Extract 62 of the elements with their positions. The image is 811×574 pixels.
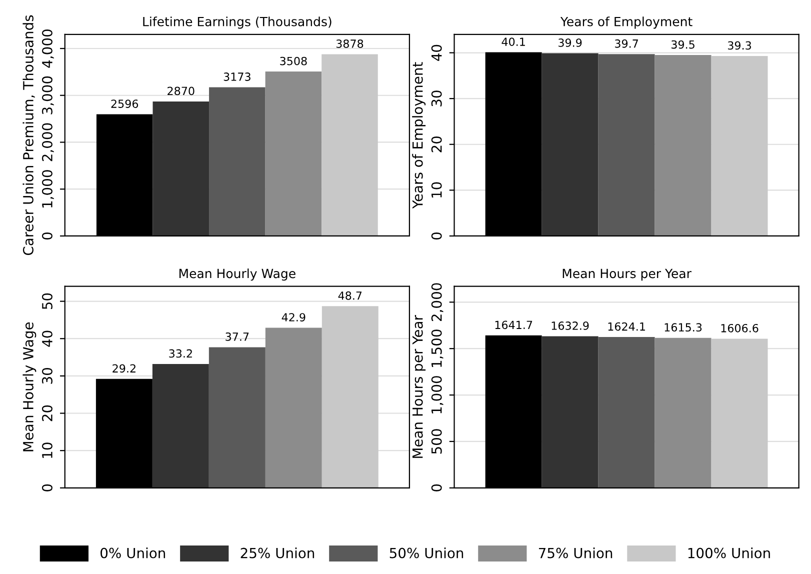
data-label: 2596 [111, 100, 138, 108]
chart-title: Mean Hours per Year [562, 268, 692, 281]
y-axis-title: Mean Hours per Year [412, 315, 426, 458]
bar [152, 364, 209, 488]
y-axis-title: Years of Employment [412, 62, 426, 209]
y-tick-label: 0 [431, 232, 442, 240]
data-label: 1641.7 [495, 320, 532, 330]
y-tick-label: 2,000 [42, 123, 54, 162]
y-tick-label: 2,000 [431, 283, 444, 322]
data-label: 37.7 [226, 332, 249, 341]
y-axis-title: Career Union Premium, Thousands [22, 15, 35, 256]
bar [265, 72, 322, 236]
y-tick-label: 20 [42, 405, 52, 422]
y-tick-label: 40 [431, 44, 442, 61]
y-tick-label: 40 [42, 330, 52, 347]
y-tick-label: 30 [431, 90, 442, 106]
data-label: 3508 [280, 56, 307, 66]
y-tick-label: 10 [42, 442, 52, 458]
data-label: 29.2 [112, 364, 136, 373]
data-label: 33.2 [169, 349, 192, 358]
data-label: 2870 [168, 86, 194, 96]
data-label: 3173 [224, 72, 250, 81]
data-label: 39.7 [615, 39, 638, 48]
data-label: 48.7 [338, 291, 362, 300]
data-label: 3878 [336, 39, 364, 48]
y-tick-label: 0 [42, 484, 52, 492]
y-axis-title: Mean Hourly Wage [22, 322, 36, 452]
y-tick-label: 1,000 [431, 376, 444, 414]
y-tick-label: 500 [431, 429, 442, 454]
data-label: 1632.9 [552, 322, 589, 330]
bar [209, 87, 266, 236]
bar [208, 347, 266, 488]
bar [152, 101, 210, 236]
chart-title: Lifetime Earnings (Thousands) [143, 16, 332, 29]
legend-label: 75% Union [538, 548, 612, 558]
y-tick-label: 3,000 [42, 76, 54, 114]
y-tick-label: 10 [431, 182, 442, 198]
y-tick-label: 50 [42, 293, 52, 310]
chart-title: Mean Hourly Wage [179, 268, 296, 281]
y-tick-label: 30 [42, 368, 52, 384]
data-label: 39.9 [558, 38, 582, 47]
y-tick-label: 4,000 [42, 30, 54, 68]
legend-label: 100% Union [688, 548, 770, 558]
data-label: 1615.3 [664, 323, 702, 332]
bar [322, 54, 378, 236]
legend-label: 50% Union [390, 548, 464, 558]
bar [265, 328, 322, 488]
y-tick-label: 20 [431, 136, 442, 152]
data-label: 39.3 [728, 41, 751, 50]
chart-title: Years of Employment [560, 16, 692, 29]
y-tick-label: 1,000 [42, 170, 54, 208]
bar [322, 306, 378, 488]
y-tick-label: 1,500 [431, 330, 444, 367]
y-tick-label: 0 [431, 484, 442, 492]
data-label: 1606.6 [721, 324, 758, 332]
data-label: 40.1 [502, 38, 525, 46]
data-label: 42.9 [282, 313, 306, 322]
data-label: 1624.1 [608, 322, 645, 331]
legend-label: 25% Union [240, 548, 314, 558]
y-tick-label: 0 [42, 232, 52, 240]
legend-label: 0% Union [100, 548, 166, 558]
data-label: 39.5 [672, 40, 694, 49]
